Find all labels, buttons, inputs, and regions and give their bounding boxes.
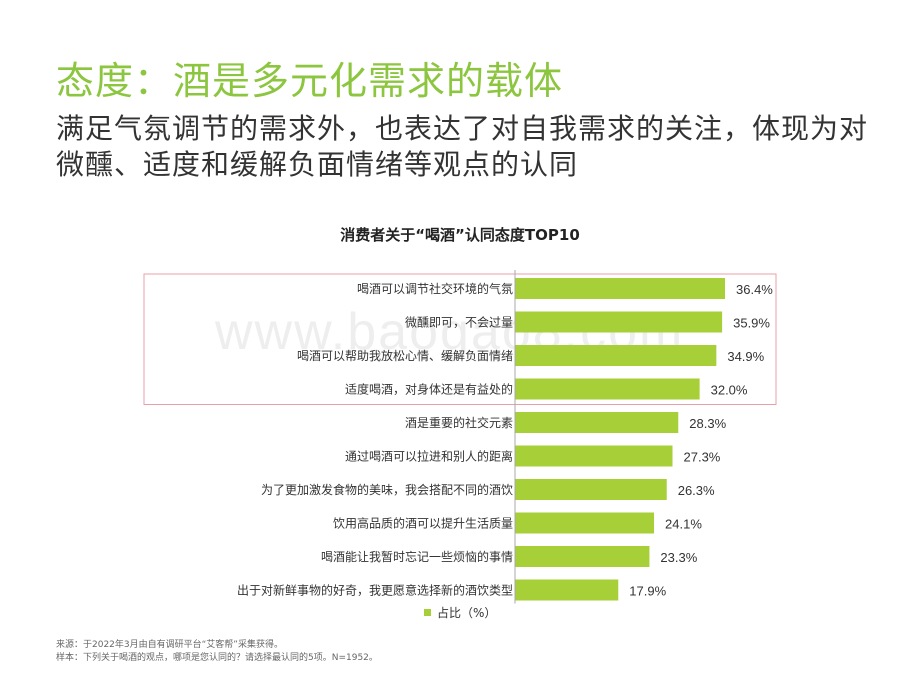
value-label: 35.9% [733, 316, 770, 331]
category-label: 饮用高品质的酒可以提升生活质量 [333, 516, 513, 531]
bar [515, 579, 619, 601]
value-label: 26.3% [678, 483, 715, 498]
bar [515, 512, 655, 534]
bar [515, 479, 667, 500]
value-label: 23.3% [660, 550, 697, 565]
category-label: 喝酒可以调节社交环境的气氛 [357, 281, 513, 296]
highlight-box [143, 273, 777, 405]
value-label: 28.3% [689, 416, 726, 431]
sample-note: 样本：下列关于喝酒的观点，哪项是您认同的？请选择最认同的5项。N=1952。 [56, 653, 378, 663]
category-label: 酒是重要的社交元素 [405, 415, 513, 430]
value-label: 34.9% [727, 349, 764, 364]
bar [515, 412, 679, 433]
category-label: 出于对新鲜事物的好奇，我更愿意选择新的酒饮类型 [237, 583, 513, 598]
bar [515, 311, 723, 333]
bar [515, 445, 673, 467]
category-label: 微醺即可，不会过量 [405, 315, 513, 330]
chart-title: 消费者关于“喝酒”认同态度TOP10 [340, 226, 580, 244]
legend-label: 占比（%） [437, 605, 496, 620]
category-label: 通过喝酒可以拉进和别人的距离 [345, 449, 513, 464]
legend-swatch [424, 609, 431, 616]
bar [515, 378, 700, 400]
category-label: 喝酒能让我暂时忘记一些烦恼的事情 [321, 549, 513, 564]
value-label: 24.1% [665, 517, 702, 532]
footer-notes: 来源：于2022年3月由自有调研平台“艾客帮”采集获得。 样本：下列关于喝酒的观… [56, 639, 378, 665]
source-note: 来源：于2022年3月由自有调研平台“艾客帮”采集获得。 [56, 640, 283, 650]
category-label: 为了更加激发食物的美味，我会搭配不同的酒饮 [261, 482, 513, 497]
bar [515, 546, 650, 567]
value-label: 32.0% [711, 383, 748, 398]
value-label: 27.3% [684, 450, 721, 465]
bar [515, 345, 717, 366]
page-title: 态度：酒是多元化需求的载体 [56, 59, 564, 103]
category-label: 喝酒可以帮助我放松心情、缓解负面情绪 [297, 348, 513, 363]
bar [515, 278, 725, 299]
category-label: 适度喝酒，对身体还是有益处的 [345, 382, 513, 397]
value-label: 36.4% [736, 282, 773, 297]
page-subtitle: 满足气氛调节的需求外，也表达了对自我需求的关注，体现为对微醺、适度和缓解负面情绪… [56, 112, 869, 181]
value-label: 17.9% [629, 584, 666, 599]
